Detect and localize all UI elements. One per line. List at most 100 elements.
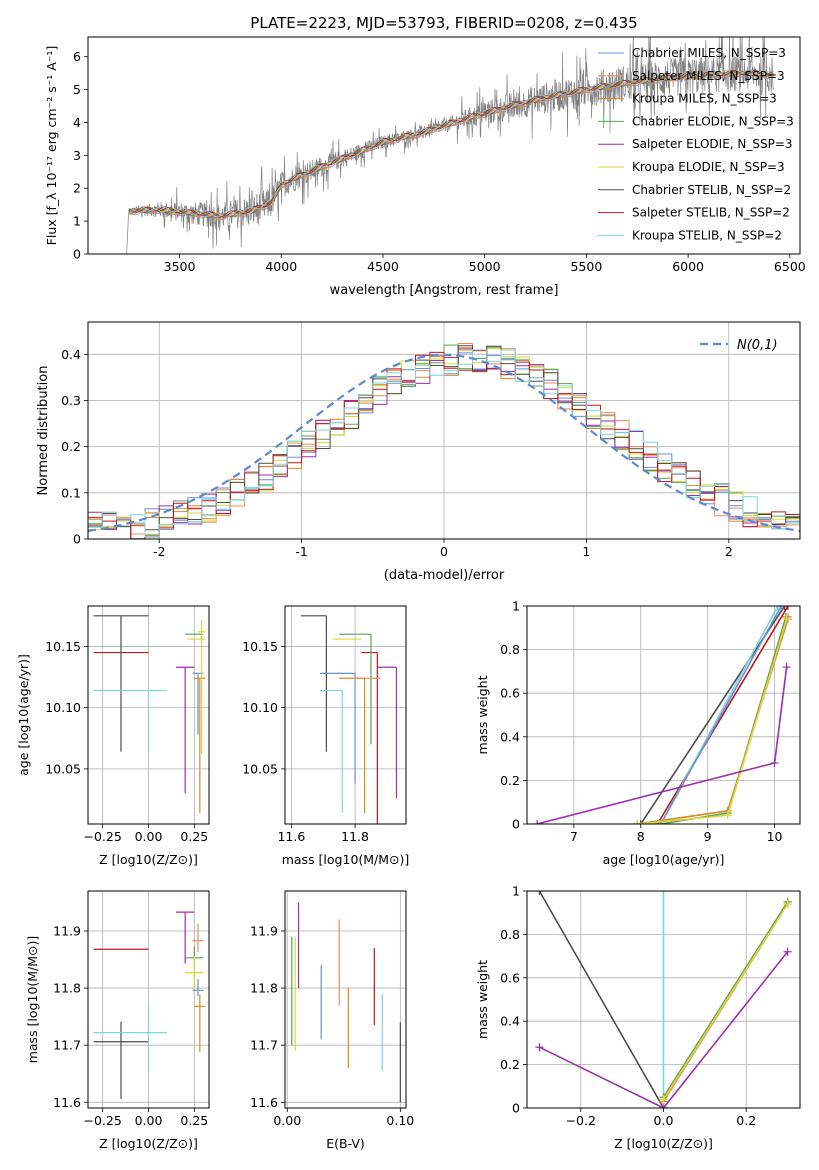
x-tick-label: 4000 [265, 259, 297, 274]
x-tick-label: 0.25 [180, 1113, 208, 1128]
x-tick-label: 11.6 [277, 829, 305, 844]
x-tick-label: 5000 [469, 259, 501, 274]
residuals-panel: -2 -1 0 1 2 0 0.1 0.2 0.3 0.4 (data-model)/error No… [36, 321, 801, 583]
residuals-data [88, 343, 800, 539]
point-marker [535, 891, 544, 895]
x-tick-label: 4500 [367, 259, 399, 274]
y-tick-label: 11.6 [53, 1095, 81, 1110]
x-tick-label: 3500 [164, 259, 196, 274]
x-axis-label: mass [log10(M/M⊙)] [282, 852, 410, 867]
y-tick-label: 0.4 [61, 347, 81, 362]
massweight-vs-age-panel: 7 8 9 10 0 0.2 0.4 0.6 0.8 1 age [log10(age/yr)] ma… [475, 599, 801, 867]
x-axis-label: age [log10(age/yr)] [603, 852, 725, 867]
y-tick-label: 0.6 [500, 970, 520, 985]
x-tick-label: 11.8 [341, 829, 369, 844]
massweight-vs-age-data [533, 606, 792, 824]
y-tick-label: 0.8 [500, 642, 520, 657]
age-vs-mass-data [300, 615, 398, 824]
legend-entry: Kroupa STELIB, N_SSP=2 [632, 228, 782, 242]
x-axis-label: E(B-V) [326, 1136, 365, 1151]
y-tick-label: 10.10 [45, 700, 81, 715]
y-tick-label: 10.15 [45, 639, 81, 654]
y-axis-label: mass weight [475, 675, 490, 754]
legend-entry: Salpeter STELIB, N_SSP=2 [632, 206, 790, 220]
y-tick-label: 11.8 [53, 981, 81, 996]
legend-entry: Chabrier ELODIE, N_SSP=3 [632, 114, 794, 128]
x-tick-label: 7 [570, 829, 578, 844]
y-axis-label: mass [log10(M/M⊙)] [25, 936, 40, 1064]
x-tick-label: −0.25 [84, 1113, 122, 1128]
y-tick-label: 4 [73, 115, 81, 130]
age-vs-Z-data [93, 615, 206, 813]
point-marker [659, 1095, 668, 1104]
y-tick-label: 1 [512, 884, 520, 899]
spectrum-panel: 3500 4000 4500 5000 5500 6000 6500 0 1 2 3 4 5 6 PLATE… [44, 14, 806, 298]
plot-frame [87, 321, 801, 540]
mass-vs-EBV-data [291, 902, 401, 1103]
y-tick-label: 10.05 [242, 761, 278, 776]
legend-entry: Chabrier MILES, N_SSP=3 [632, 46, 786, 60]
y-tick-label: 11.9 [250, 923, 278, 938]
histogram-series [88, 349, 800, 538]
x-tick-label: 10 [767, 829, 783, 844]
y-axis-label: age [log10(age/yr)] [16, 654, 31, 776]
model-line [128, 71, 774, 220]
mass-vs-Z-data [93, 911, 206, 1099]
y-tick-label: 0.3 [61, 393, 81, 408]
y-tick-label: 0.4 [500, 1014, 520, 1029]
y-tick-label: 11.6 [250, 1095, 278, 1110]
point-marker [636, 820, 645, 824]
y-tick-label: 11.9 [53, 923, 81, 938]
point-marker [783, 900, 792, 909]
point-marker [783, 606, 792, 610]
y-tick-label: 11.7 [53, 1038, 81, 1053]
x-axis-label: Z [log10(Z/Z⊙)] [99, 852, 198, 867]
y-tick-label: 0.2 [500, 1057, 520, 1072]
y-tick-label: 3 [73, 148, 81, 163]
plot-frame [87, 36, 801, 255]
legend: N(0,1) [700, 338, 778, 353]
x-tick-label: 1 [582, 544, 590, 559]
y-tick-label: 0 [512, 817, 520, 832]
x-tick-label: 6000 [672, 259, 704, 274]
x-tick-label: 2 [725, 544, 733, 559]
y-tick-label: 1 [73, 214, 81, 229]
y-tick-label: 0.4 [500, 729, 520, 744]
cumulative-line [539, 951, 789, 1108]
legend-entry: Kroupa MILES, N_SSP=3 [632, 92, 777, 106]
cumulative-line [656, 606, 789, 824]
y-axis-label: Normed distribution [36, 366, 51, 496]
x-tick-label: -2 [153, 544, 165, 559]
legend: Chabrier MILES, N_SSP=3 Salpeter MILES, N… [598, 46, 794, 242]
y-tick-label: 0 [73, 532, 81, 547]
x-tick-label: 0.00 [135, 829, 163, 844]
age-vs-Z-panel: −0.25 0.00 0.25 10.05 10.10 10.15 Z [log10(Z/Z… [16, 605, 210, 867]
y-tick-label: 1 [512, 599, 520, 614]
y-tick-label: 10.05 [45, 761, 81, 776]
cumulative-line [660, 606, 783, 824]
y-tick-label: 10.10 [242, 700, 278, 715]
y-tick-label: 0.2 [61, 439, 81, 454]
cumulative-line [662, 901, 789, 1098]
y-tick-label: 0.2 [500, 773, 520, 788]
y-tick-label: 10.15 [242, 639, 278, 654]
y-axis-label: mass weight [475, 960, 490, 1039]
point-marker [777, 606, 786, 610]
plot-frame [526, 605, 801, 825]
plot-frame [87, 890, 210, 1109]
point-marker [783, 947, 792, 956]
y-tick-label: 0 [512, 1101, 520, 1116]
y-tick-label: 2 [73, 181, 81, 196]
x-tick-label: -1 [295, 544, 307, 559]
y-tick-label: 0.1 [61, 485, 81, 500]
point-marker [770, 758, 779, 767]
normal-curve [88, 353, 800, 532]
plot-frame [526, 890, 801, 1109]
y-tick-label: 5 [73, 82, 81, 97]
x-tick-label: 0.00 [135, 1113, 163, 1128]
plot-frame [87, 605, 210, 825]
massweight-vs-Z-panel: −0.2 0.0 0.2 0 0.2 0.4 0.6 0.8 1 Z [log10(Z/Z⊙)] m… [475, 884, 801, 1151]
point-marker [723, 811, 732, 820]
x-tick-label: −0.25 [84, 829, 122, 844]
